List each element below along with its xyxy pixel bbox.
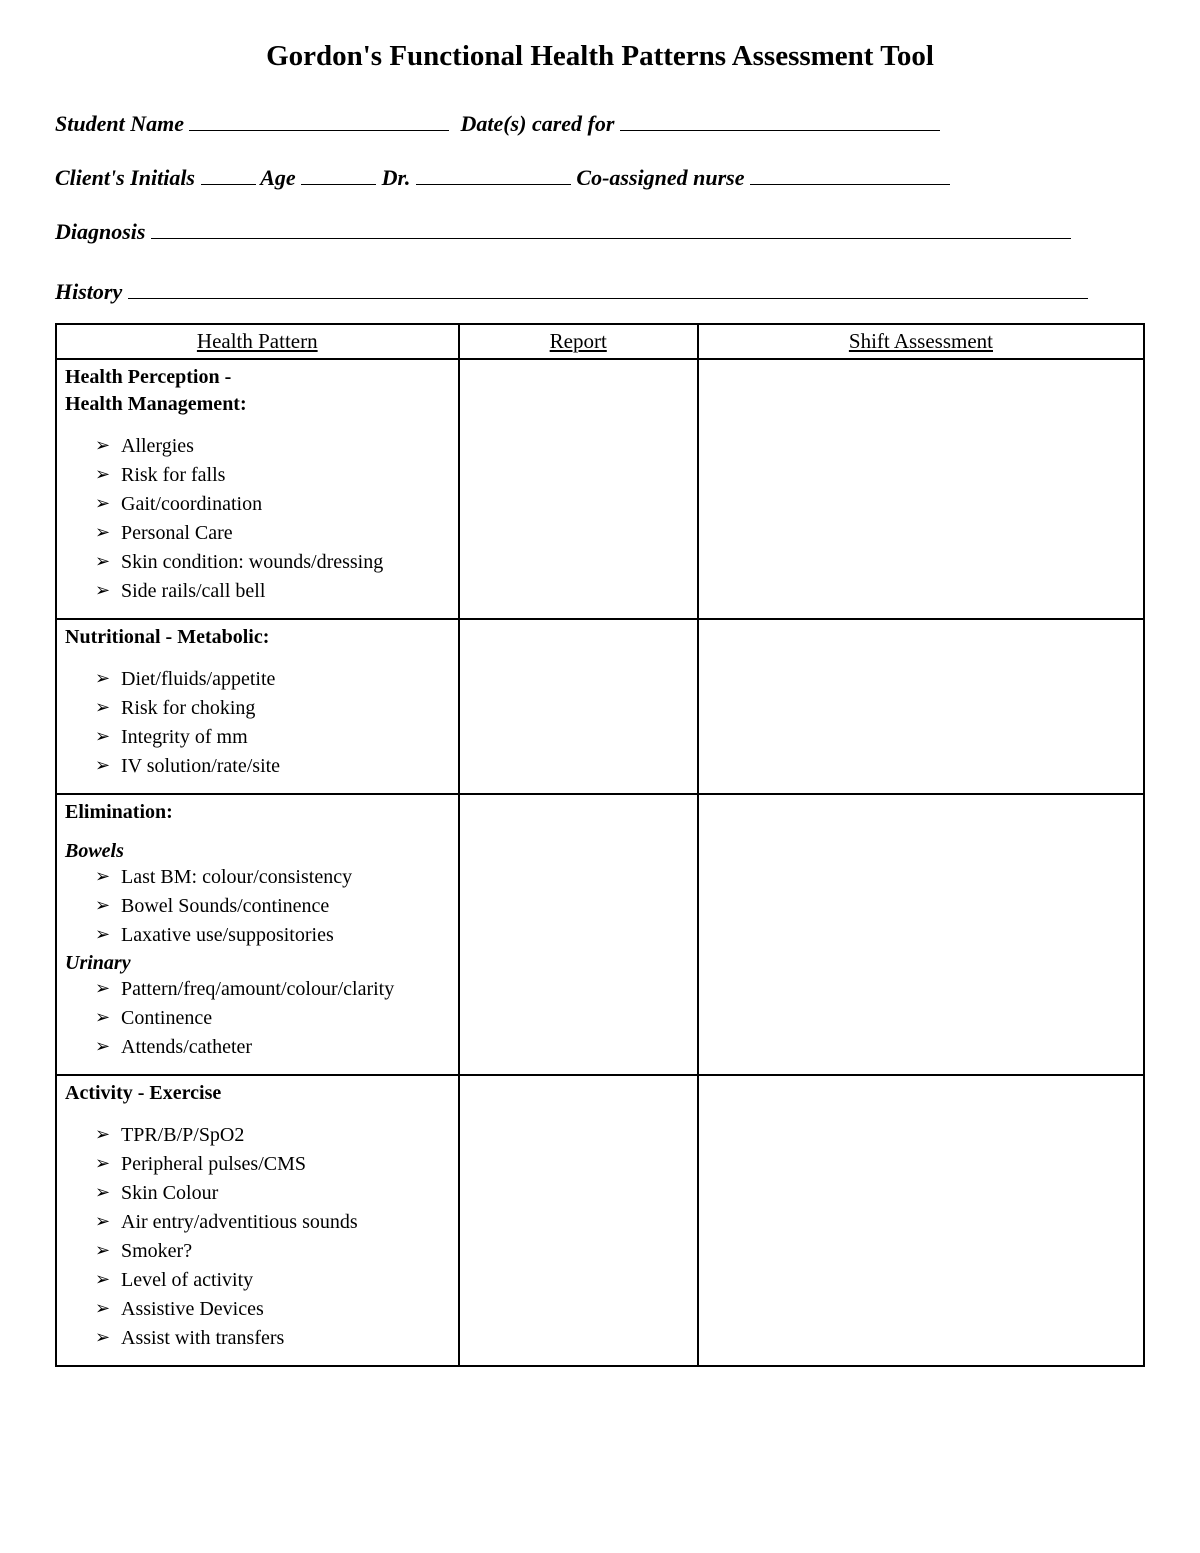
bullet-list: Last BM: colour/consistencyBowel Sounds/… [65,863,450,950]
label-diagnosis: Diagnosis [55,219,145,244]
list-item: Continence [95,1004,450,1033]
blank-age[interactable] [301,163,376,185]
list-item: Laxative use/suppositories [95,921,450,950]
blank-dr[interactable] [416,163,571,185]
blank-co-nurse[interactable] [750,163,950,185]
list-item: Diet/fluids/appetite [95,665,450,694]
list-item: Smoker? [95,1237,450,1266]
list-item: Assistive Devices [95,1295,450,1324]
list-item: Level of activity [95,1266,450,1295]
blank-client-initials[interactable] [201,163,256,185]
list-item: Risk for choking [95,694,450,723]
blank-student-name[interactable] [189,109,449,131]
report-cell[interactable] [459,1075,698,1366]
list-item: Allergies [95,432,450,461]
table-row: Health Perception -Health Management: All… [56,359,1144,619]
list-item: IV solution/rate/site [95,752,450,781]
report-cell[interactable] [459,619,698,794]
subsection-title: Urinary [65,952,450,975]
list-item: Integrity of mm [95,723,450,752]
list-item: Peripheral pulses/CMS [95,1150,450,1179]
section-title: Nutritional - Metabolic: [65,624,450,651]
shift-assessment-cell[interactable] [698,1075,1144,1366]
blank-diagnosis[interactable] [151,217,1071,239]
bullet-list: Diet/fluids/appetiteRisk for chokingInte… [65,665,450,781]
line-student-date: Student Name Date(s) cared for [55,109,1145,137]
list-item: Assist with transfers [95,1324,450,1353]
list-item: TPR/B/P/SpO2 [95,1121,450,1150]
label-age: Age [260,165,295,190]
list-item: Skin Colour [95,1179,450,1208]
list-item: Gait/coordination [95,490,450,519]
health-pattern-cell: Activity - Exercise TPR/B/P/SpO2Periphera… [56,1075,459,1366]
page-title: Gordon's Functional Health Patterns Asse… [55,40,1145,73]
line-diagnosis: Diagnosis [55,217,1145,245]
line-history: History [55,277,1145,305]
shift-assessment-cell[interactable] [698,359,1144,619]
health-pattern-cell: Nutritional - Metabolic: Diet/fluids/appe… [56,619,459,794]
bullet-list: Pattern/freq/amount/colour/clarityContin… [65,975,450,1062]
assessment-table: Health Pattern Report Shift Assessment H… [55,323,1145,1367]
table-row: Activity - Exercise TPR/B/P/SpO2Periphera… [56,1075,1144,1366]
shift-assessment-cell[interactable] [698,619,1144,794]
label-client-initials: Client's Initials [55,165,195,190]
list-item: Skin condition: wounds/dressing [95,548,450,577]
section-title: Elimination: [65,799,450,826]
label-dr: Dr. [382,165,411,190]
table-row: Nutritional - Metabolic: Diet/fluids/appe… [56,619,1144,794]
blank-history[interactable] [128,277,1088,299]
label-student-name: Student Name [55,111,184,136]
list-item: Attends/catheter [95,1033,450,1062]
list-item: Pattern/freq/amount/colour/clarity [95,975,450,1004]
list-item: Bowel Sounds/continence [95,892,450,921]
list-item: Air entry/adventitious sounds [95,1208,450,1237]
bullet-list: TPR/B/P/SpO2Peripheral pulses/CMSSkin Co… [65,1121,450,1353]
list-item: Side rails/call bell [95,577,450,606]
col-health-pattern: Health Pattern [56,324,459,359]
table-row: Elimination: BowelsLast BM: colour/consis… [56,794,1144,1075]
section-title: Activity - Exercise [65,1080,450,1107]
subsection-title: Bowels [65,840,450,863]
label-co-nurse: Co-assigned nurse [576,165,744,190]
report-cell[interactable] [459,794,698,1075]
health-pattern-cell: Health Perception -Health Management: All… [56,359,459,619]
report-cell[interactable] [459,359,698,619]
label-dates-cared: Date(s) cared for [460,111,614,136]
label-history: History [55,279,122,304]
list-item: Risk for falls [95,461,450,490]
col-report: Report [459,324,698,359]
col-shift-assessment: Shift Assessment [698,324,1144,359]
blank-dates-cared[interactable] [620,109,940,131]
shift-assessment-cell[interactable] [698,794,1144,1075]
bullet-list: AllergiesRisk for fallsGait/coordination… [65,432,450,606]
section-title: Health Perception -Health Management: [65,364,450,418]
list-item: Personal Care [95,519,450,548]
health-pattern-cell: Elimination: BowelsLast BM: colour/consis… [56,794,459,1075]
list-item: Last BM: colour/consistency [95,863,450,892]
line-client-info: Client's Initials Age Dr. Co-assigned nu… [55,163,1145,191]
